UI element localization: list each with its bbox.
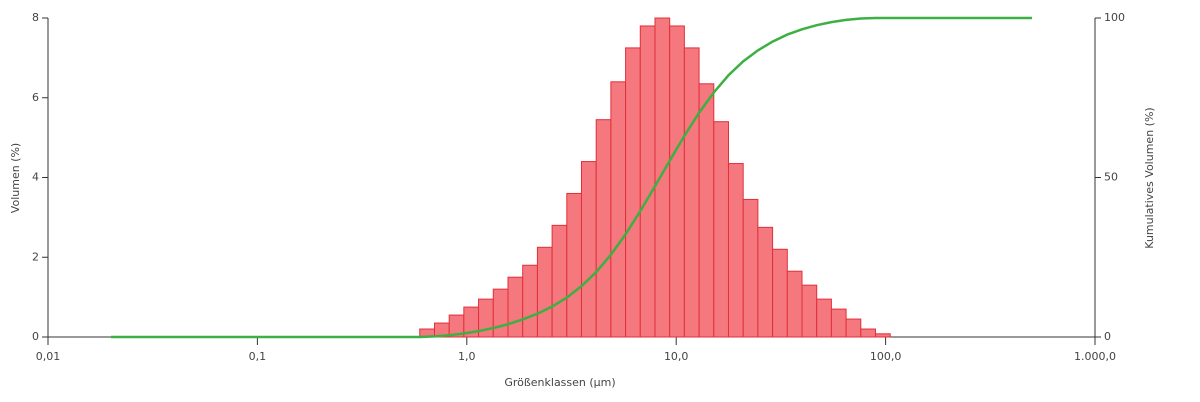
bar — [669, 25, 685, 338]
x-tick-label: 0,01 — [36, 350, 61, 363]
x-tick-label: 1,0 — [458, 350, 476, 363]
cumulative-line — [111, 16, 1032, 339]
bar — [845, 318, 862, 338]
x-tick-label: 100,0 — [870, 350, 902, 363]
bar — [683, 47, 700, 338]
y2-axis-label: Kumulatives Volumen (%) — [1143, 107, 1156, 248]
bar — [742, 198, 759, 338]
bar — [830, 308, 847, 338]
bar — [522, 264, 538, 338]
x-tick-label: 10,0 — [664, 350, 689, 363]
bar — [772, 248, 788, 338]
bar — [713, 121, 729, 338]
bar — [610, 81, 627, 338]
y-axis-label: Volumen (%) — [9, 143, 22, 213]
bar — [625, 47, 641, 338]
bar — [786, 270, 803, 338]
bar — [874, 333, 891, 338]
y-tick-label: 0 — [32, 330, 39, 343]
y2-tick-label: 100 — [1104, 11, 1125, 24]
y-tick-label: 4 — [32, 171, 39, 184]
bar — [654, 17, 671, 338]
y2-tick-label: 0 — [1104, 330, 1111, 343]
bar — [536, 246, 553, 338]
bar — [698, 83, 715, 338]
bar — [816, 298, 832, 338]
bar — [492, 288, 509, 338]
bar — [757, 226, 774, 338]
bar — [507, 276, 524, 338]
y-tick-label: 8 — [32, 11, 39, 24]
bar — [580, 161, 597, 338]
y-tick-label: 2 — [32, 250, 39, 263]
x-axis-label: Größenklassen (µm) — [504, 376, 615, 389]
x-tick-label: 0,1 — [249, 350, 267, 363]
bar — [595, 119, 612, 338]
y-tick-label: 6 — [32, 91, 39, 104]
bar — [639, 25, 656, 338]
bar — [801, 284, 818, 338]
bar — [566, 192, 582, 338]
bar — [551, 224, 568, 338]
bar — [727, 163, 744, 338]
y2-tick-label: 50 — [1104, 171, 1118, 184]
x-tick-label: 1.000,0 — [1074, 350, 1116, 363]
bar — [860, 328, 876, 338]
